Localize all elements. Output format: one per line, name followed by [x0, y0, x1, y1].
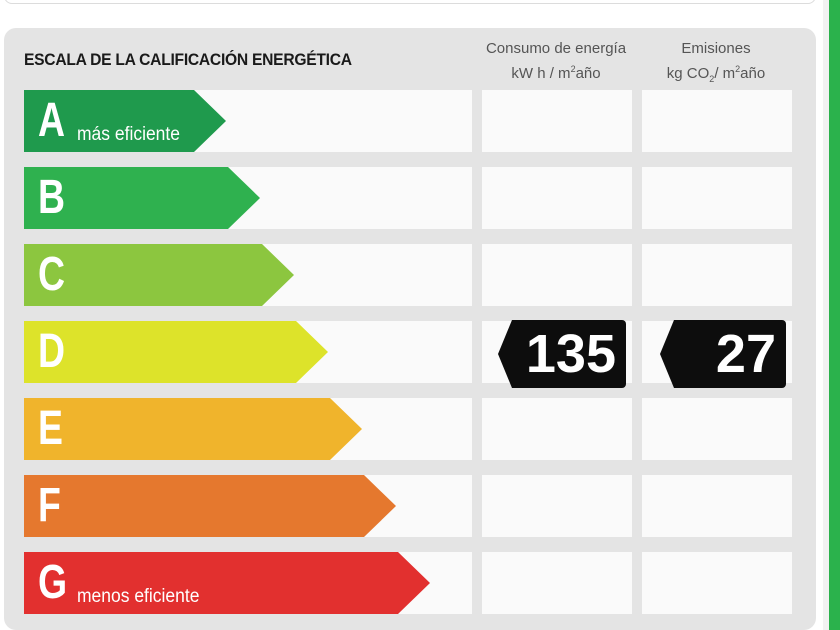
consumo-value-badge: 135 [498, 320, 626, 388]
rating-arrow-e: E [24, 398, 362, 460]
emisiones-header-title: Emisiones [681, 40, 751, 57]
consumo-cell [482, 552, 632, 614]
rating-letter: A [38, 94, 66, 147]
rating-letter: D [38, 325, 66, 378]
consumo-header: Consumo de energía kW h / m2año [476, 38, 636, 84]
emisiones-cell [642, 552, 792, 614]
emisiones-cell [642, 475, 792, 537]
emisiones-header-unit: kg CO2/ m2año [666, 64, 766, 84]
rating-letter: B [38, 171, 66, 224]
rating-arrow-b: B [24, 167, 260, 229]
rating-letter: F [38, 479, 61, 532]
consumo-header-unit: kW h / m2año [511, 64, 601, 82]
emisiones-header: Emisiones kg CO2/ m2año [636, 38, 796, 90]
consumo-cell [482, 244, 632, 306]
green-side-bar [829, 0, 840, 630]
right-edge-shade [823, 0, 829, 630]
rating-arrow-g: G menos eficiente [24, 552, 430, 614]
emisiones-cell [642, 244, 792, 306]
rating-arrow-f: F [24, 475, 396, 537]
rating-letter: E [38, 402, 63, 455]
rating-label: menos eficiente [77, 586, 200, 607]
rating-arrow-d: D [24, 321, 328, 383]
rating-letter: G [38, 556, 68, 609]
emisiones-cell [642, 398, 792, 460]
consumo-header-title: Consumo de energía [485, 40, 627, 57]
emisiones-cell [642, 90, 792, 152]
consumo-cell [482, 475, 632, 537]
consumo-cell [482, 398, 632, 460]
emisiones-cell [642, 167, 792, 229]
rating-letter: C [38, 248, 66, 301]
top-card-edge [4, 0, 816, 4]
scale-title: ESCALA DE LA CALIFICACIÓN ENERGÉTICA [24, 50, 352, 69]
consumo-cell [482, 167, 632, 229]
rating-arrow-a: A más eficiente [24, 90, 226, 152]
emisiones-value-badge: 27 [660, 320, 786, 388]
rating-label: más eficiente [77, 124, 180, 145]
rating-arrow-c: C [24, 244, 294, 306]
consumo-cell [482, 90, 632, 152]
